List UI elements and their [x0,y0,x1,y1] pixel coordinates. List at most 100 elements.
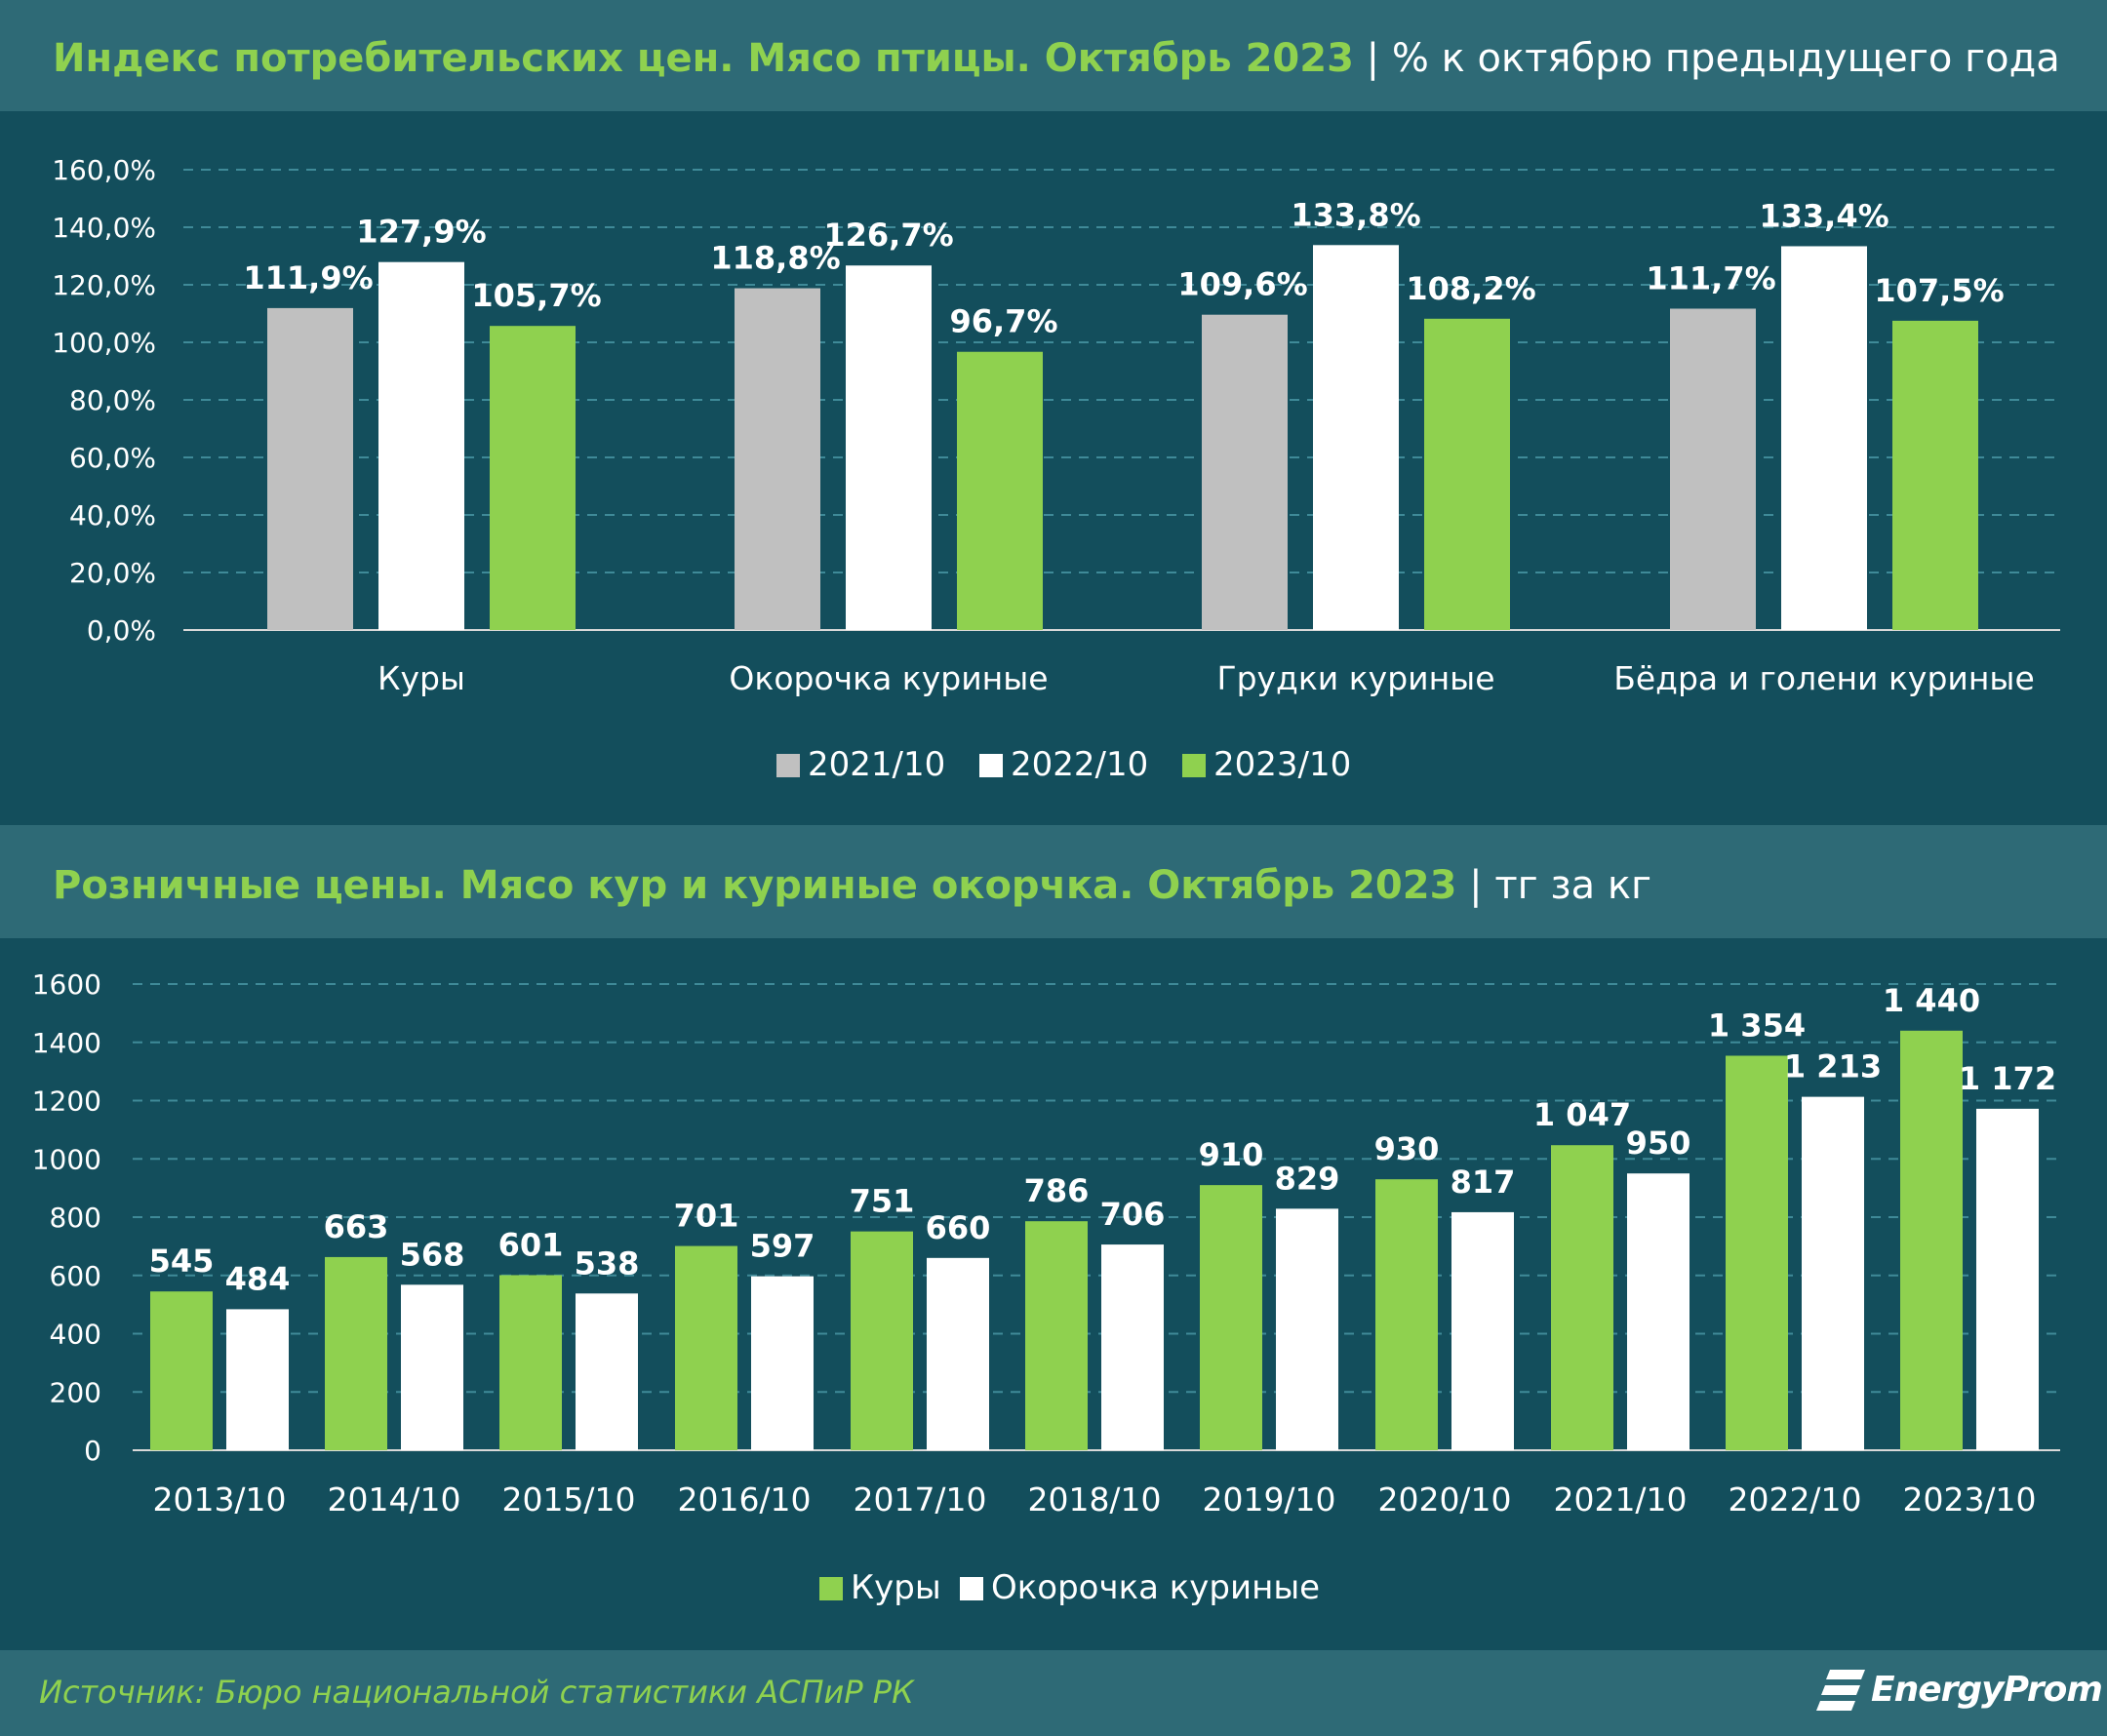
data-label: 126,7% [823,217,953,254]
chart2-title-band [0,825,2107,938]
legend-label: Куры [851,1568,941,1607]
category-label: Грудки куриные [1216,659,1494,697]
legend-swatch [979,754,1003,777]
category-label: 2016/10 [677,1480,811,1519]
chart2-title-unit: тг за кг [1494,863,1652,908]
y-tick-label: 160,0% [52,154,156,186]
category-label: 2018/10 [1027,1480,1161,1519]
data-label: 829 [1275,1160,1340,1197]
data-label: 568 [400,1236,465,1273]
bar [378,261,464,630]
bar [1200,1185,1262,1450]
y-tick-label: 0,0% [87,614,156,647]
data-label: 950 [1626,1124,1691,1162]
category-label: 2017/10 [853,1480,986,1519]
data-label: 484 [225,1260,291,1297]
chart2-title-main: Розничные цены. Мясо кур и куриные окорч… [53,863,1457,908]
chart2-bar-chart: 0 200 400 600 800 1000 1200 1400 1600 545 484 2013/… [32,968,2060,1607]
bar [1892,320,1978,630]
data-label: 105,7% [471,277,601,314]
y-tick-label: 200 [50,1376,101,1408]
bar [1551,1145,1613,1450]
y-tick-label: 600 [50,1260,101,1292]
data-label: 109,6% [1177,266,1307,303]
legend-label: 2023/10 [1213,745,1351,784]
data-label: 663 [324,1208,389,1245]
bar [576,1293,638,1450]
bar [851,1231,913,1450]
data-label: 660 [926,1209,991,1246]
bar [1375,1179,1438,1450]
footer-band [0,1650,2107,1736]
bar [226,1309,289,1450]
data-label: 96,7% [949,303,1057,340]
data-label: 133,4% [1759,197,1888,234]
y-tick-label: 1600 [32,968,101,1001]
bar [1726,1055,1788,1450]
data-label: 127,9% [356,214,486,251]
data-label: 545 [149,1243,215,1280]
data-label: 111,7% [1646,259,1775,296]
chart1-title-band [0,0,2107,111]
category-label: 2019/10 [1202,1480,1335,1519]
bar [751,1276,814,1450]
data-label: 133,8% [1291,196,1420,233]
y-tick-label: 60,0% [69,442,156,474]
legend-label: 2022/10 [1011,745,1148,784]
bar [1781,246,1867,630]
chart1-title-separator: | [1366,36,1380,81]
bar [267,307,353,630]
data-label: 910 [1199,1136,1264,1173]
data-label: 786 [1024,1172,1090,1209]
legend-swatch [960,1577,983,1600]
bar [1424,318,1510,630]
bar [1202,314,1288,630]
data-label: 751 [850,1183,915,1220]
chart1-title-main: Индекс потребительских цен. Мясо птицы. … [53,36,1354,81]
chart2-title: Розничные цены. Мясо кур и куриные окорч… [53,866,1651,905]
y-tick-label: 140,0% [52,212,156,244]
data-label: 930 [1374,1130,1440,1167]
y-tick-label: 1000 [32,1143,101,1175]
bar [1627,1173,1690,1450]
y-tick-label: 400 [50,1319,101,1351]
source-note: Источник: Бюро национальной статистики А… [39,1674,914,1711]
bar [499,1275,562,1450]
chart1-title: Индекс потребительских цен. Мясо птицы. … [53,39,2060,78]
bar [1025,1221,1088,1450]
category-label: 2013/10 [152,1480,286,1519]
bar [675,1245,737,1450]
category-label: 2014/10 [327,1480,460,1519]
legend-swatch [819,1577,843,1600]
data-label: 601 [498,1226,564,1263]
energyprom-logo-text: EnergyProm [1871,1670,2103,1710]
legend-swatch [776,754,800,777]
category-label: 2023/10 [1902,1480,2036,1519]
data-label: 1 354 [1708,1006,1806,1044]
bar [1451,1211,1514,1450]
y-tick-label: 80,0% [69,384,156,416]
data-label: 1 172 [1959,1060,2056,1097]
energyprom-logo-icon [1816,1670,1865,1711]
bar [735,288,820,630]
y-tick-label: 0 [84,1435,101,1467]
bar [1101,1244,1164,1450]
bar [150,1291,213,1450]
data-label: 107,5% [1874,272,2004,309]
chart1-bar-chart: 0,0% 20,0% 40,0% 60,0% 80,0% 100,0% 120,0% 140,… [52,154,2060,784]
data-label: 108,2% [1406,270,1535,307]
category-label: 2020/10 [1377,1480,1511,1519]
category-label: 2022/10 [1728,1480,1861,1519]
y-tick-label: 1400 [32,1027,101,1059]
data-label: 1 047 [1533,1096,1631,1133]
bar [401,1284,463,1450]
bar [1276,1208,1338,1450]
legend-label: Окорочка куриные [991,1568,1320,1607]
data-label: 706 [1100,1196,1166,1233]
category-label: Бёдра и голени куриные [1613,659,2035,697]
energyprom-logo: EnergyProm [1816,1664,2103,1718]
data-label: 701 [674,1198,739,1235]
y-tick-label: 1200 [32,1085,101,1118]
chart2-title-separator: | [1469,863,1483,908]
